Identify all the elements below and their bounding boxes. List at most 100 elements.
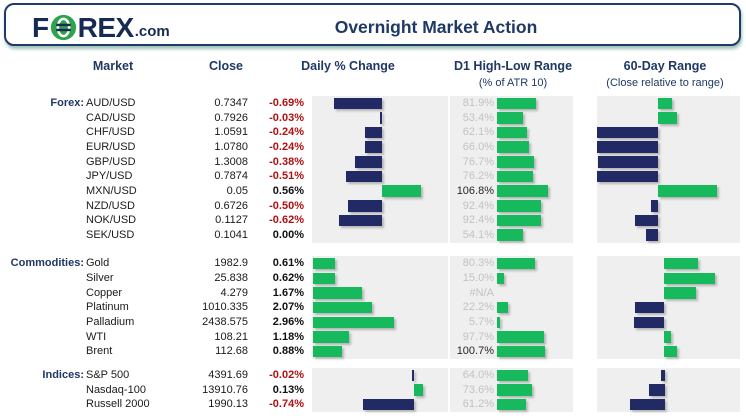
market-name-cell: CHF/USD [86, 126, 135, 139]
column-header-close: Close [208, 59, 244, 73]
range-panel [597, 368, 740, 412]
sixty-day-range-bar [635, 214, 658, 227]
daily-change-cell: 0.62% [272, 272, 304, 285]
column-subheader-d1-range: (% of ATR 10) [478, 77, 548, 89]
forex-com-logo: F REX .com [32, 14, 170, 42]
close-value-cell: 1982.9 [214, 257, 248, 270]
d1-range-label: 106.8% [456, 184, 494, 197]
d1-range-label: 64.0% [462, 369, 494, 381]
daily-change-bar [313, 272, 336, 285]
d1-range-bar [497, 112, 523, 124]
d1-range-label: 53.4% [462, 111, 494, 124]
d1-range-bar [497, 384, 533, 396]
daily-change-cell: 0.61% [272, 257, 304, 270]
d1-range-label: #N/A [469, 286, 494, 299]
market-name-cell: Gold [86, 257, 110, 270]
daily-change-bar [382, 185, 421, 197]
d1-range-bar [497, 170, 534, 183]
d1-range-bar [497, 301, 508, 314]
daily-change-cell: -0.62% [269, 214, 304, 227]
daily-change-cell: 0.00% [272, 228, 304, 241]
close-value-cell: 0.7926 [214, 111, 248, 124]
group-label: Forex: [50, 97, 84, 109]
sixty-day-range-bar [651, 200, 658, 212]
d1-range-label: 92.4% [462, 214, 494, 227]
sixty-day-range-bar [649, 384, 665, 396]
sixty-day-range-bar [658, 112, 677, 124]
close-value-cell: 25.838 [214, 272, 248, 285]
d1-range-label: 76.2% [462, 170, 494, 183]
market-name-cell: JPY/USD [86, 170, 133, 183]
market-name-cell: Platinum [86, 301, 129, 314]
close-value-cell: 1.0780 [214, 140, 248, 153]
daily-change-cell: 2.96% [272, 316, 304, 328]
d1-range-bar [497, 272, 505, 285]
market-name-cell: Palladium [86, 316, 135, 328]
daily-change-bar [334, 97, 382, 110]
d1-range-bar [497, 331, 544, 343]
daily-change-cell: 1.67% [272, 286, 304, 299]
d1-range-bar [497, 126, 527, 139]
close-value-cell: 0.7347 [214, 97, 248, 109]
group-label: Indices: [42, 369, 84, 381]
daily-change-bar [313, 301, 372, 314]
daily-change-cell: -0.24% [269, 140, 304, 153]
close-value-cell: 2438.575 [202, 316, 248, 328]
market-name-cell: AUD/USD [86, 97, 136, 109]
daily-change-bar [363, 398, 414, 411]
daily-change-bar [313, 345, 342, 358]
close-value-cell: 1.3008 [214, 155, 248, 168]
sixty-day-range-bar [634, 316, 664, 329]
d1-range-label: 92.4% [462, 199, 494, 212]
close-value-cell: 0.6726 [214, 199, 248, 212]
daily-change-bar [313, 316, 394, 329]
sixty-day-range-bar [658, 185, 717, 197]
d1-range-bar [497, 156, 534, 168]
d1-range-bar [497, 185, 548, 197]
group-label: Commodities: [10, 257, 84, 270]
daily-change-cell: -0.51% [269, 170, 304, 183]
close-value-cell: 13910.76 [202, 383, 248, 396]
d1-range-bar [497, 369, 528, 382]
close-value-cell: 108.21 [214, 330, 248, 343]
daily-change-cell: -0.38% [269, 155, 304, 168]
market-name-cell: S&P 500 [86, 369, 130, 381]
d1-range-label: 97.7% [462, 330, 494, 343]
market-name-cell: MXN/USD [86, 184, 137, 197]
close-value-cell: 1.0591 [214, 126, 248, 139]
daily-change-cell: 1.18% [272, 330, 304, 343]
daily-change-bar [339, 214, 382, 227]
daily-change-cell: 2.07% [272, 301, 304, 314]
d1-range-label: 5.7% [468, 316, 494, 328]
d1-range-label: 22.2% [462, 301, 494, 314]
daily-change-cell: -0.50% [269, 199, 304, 212]
sixty-day-range-bar [664, 257, 698, 270]
sixty-day-range-bar [661, 369, 665, 382]
d1-range-label: 73.6% [462, 383, 494, 396]
column-header-daily-change: Daily % Change [301, 59, 395, 73]
market-name-cell: Silver [86, 272, 114, 285]
close-value-cell: 1990.13 [208, 398, 248, 411]
d1-range-bar [497, 200, 541, 212]
daily-change-bar [313, 257, 335, 270]
daily-change-bar [380, 112, 382, 124]
daily-change-bar [346, 170, 382, 183]
close-value-cell: 0.7874 [214, 170, 248, 183]
d1-range-bar [497, 141, 529, 153]
sixty-day-range-bar [658, 97, 672, 110]
market-name-cell: Nasdaq-100 [86, 383, 146, 396]
header-banner: F REX .com Overnight Market Action [4, 3, 741, 46]
sixty-day-range-bar [597, 141, 658, 153]
market-name-cell: Brent [86, 345, 113, 358]
sixty-day-range-bar [597, 170, 658, 183]
d1-range-bar [497, 214, 541, 227]
column-subheader-60day-range: (Close relative to range) [606, 77, 724, 89]
d1-range-label: 76.7% [462, 155, 494, 168]
daily-change-bar [355, 156, 382, 168]
market-name-cell: GBP/USD [86, 155, 136, 168]
daily-change-cell: 0.88% [272, 345, 304, 358]
sixty-day-range-bar [646, 229, 658, 241]
column-header-d1-range: D1 High-Low Range [453, 59, 573, 73]
daily-change-cell: -0.02% [269, 369, 304, 381]
